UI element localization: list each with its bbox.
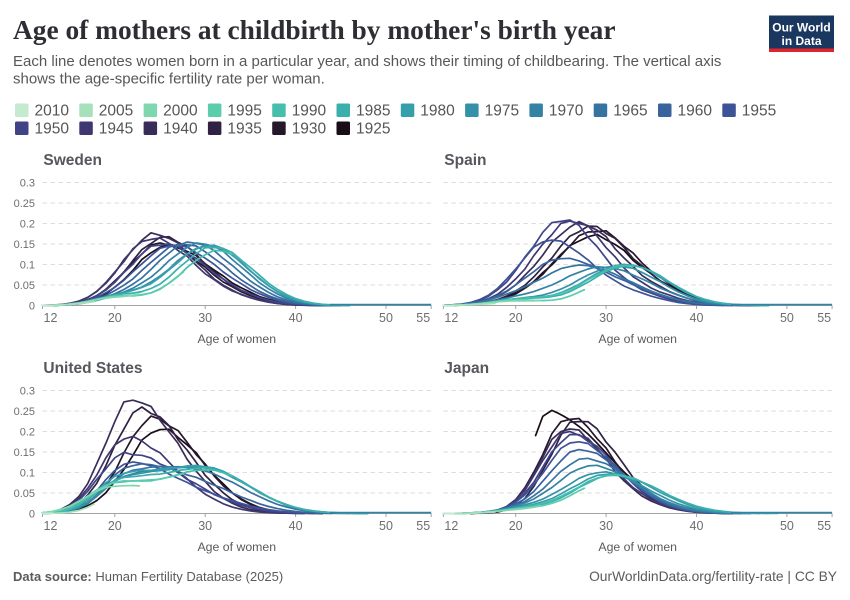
svg-text:Age of mothers at childbirth b: Age of mothers at childbirth by mother's… xyxy=(13,15,616,45)
svg-text:Each line denotes women born i: Each line denotes women born in a partic… xyxy=(13,53,721,70)
svg-text:0.05: 0.05 xyxy=(14,280,35,292)
svg-text:55: 55 xyxy=(416,519,430,533)
svg-text:1945: 1945 xyxy=(99,121,133,138)
svg-text:30: 30 xyxy=(198,311,212,325)
svg-text:50: 50 xyxy=(780,519,794,533)
svg-text:20: 20 xyxy=(509,519,523,533)
svg-text:0.1: 0.1 xyxy=(20,467,35,479)
svg-text:2000: 2000 xyxy=(163,103,198,120)
svg-text:Age of women: Age of women xyxy=(197,332,276,346)
svg-text:0.1: 0.1 xyxy=(20,259,35,271)
svg-text:40: 40 xyxy=(690,519,704,533)
svg-text:1975: 1975 xyxy=(485,103,519,120)
svg-text:1930: 1930 xyxy=(292,121,327,138)
svg-text:OurWorldinData.org/fertility-r: OurWorldinData.org/fertility-rate | CC B… xyxy=(589,569,837,584)
svg-text:1970: 1970 xyxy=(549,103,584,120)
svg-text:30: 30 xyxy=(198,519,212,533)
svg-text:1955: 1955 xyxy=(742,103,776,120)
svg-text:12: 12 xyxy=(44,311,58,325)
svg-text:Data source: Human Fertility D: Data source: Human Fertility Database (2… xyxy=(13,569,283,584)
svg-text:0.3: 0.3 xyxy=(20,385,35,397)
svg-text:0.25: 0.25 xyxy=(14,198,35,210)
svg-text:Japan: Japan xyxy=(444,360,489,377)
svg-text:0.2: 0.2 xyxy=(20,218,35,230)
svg-text:United States: United States xyxy=(43,360,142,377)
svg-text:0.2: 0.2 xyxy=(20,426,35,438)
svg-text:1965: 1965 xyxy=(613,103,647,120)
svg-text:0.15: 0.15 xyxy=(14,447,35,459)
svg-text:40: 40 xyxy=(289,311,303,325)
svg-text:55: 55 xyxy=(416,311,430,325)
svg-text:1960: 1960 xyxy=(678,103,713,120)
svg-text:1980: 1980 xyxy=(420,103,455,120)
svg-text:Sweden: Sweden xyxy=(43,152,102,169)
svg-text:0: 0 xyxy=(29,300,35,312)
svg-text:20: 20 xyxy=(108,519,122,533)
svg-text:12: 12 xyxy=(444,311,458,325)
svg-text:2010: 2010 xyxy=(35,103,70,120)
svg-text:0.25: 0.25 xyxy=(14,406,35,418)
svg-text:2005: 2005 xyxy=(99,103,133,120)
svg-text:40: 40 xyxy=(289,519,303,533)
svg-text:0.15: 0.15 xyxy=(14,239,35,251)
svg-text:20: 20 xyxy=(108,311,122,325)
svg-text:1940: 1940 xyxy=(163,121,198,138)
svg-text:50: 50 xyxy=(780,311,794,325)
svg-text:1990: 1990 xyxy=(292,103,327,120)
svg-text:Age of women: Age of women xyxy=(197,540,276,554)
svg-text:0.3: 0.3 xyxy=(20,177,35,189)
svg-text:55: 55 xyxy=(817,519,831,533)
svg-text:30: 30 xyxy=(599,311,613,325)
svg-text:12: 12 xyxy=(444,519,458,533)
svg-text:12: 12 xyxy=(44,519,58,533)
svg-text:20: 20 xyxy=(509,311,523,325)
svg-text:55: 55 xyxy=(817,311,831,325)
svg-text:1925: 1925 xyxy=(356,121,390,138)
svg-text:1950: 1950 xyxy=(35,121,70,138)
svg-text:1995: 1995 xyxy=(227,103,261,120)
svg-text:Age of women: Age of women xyxy=(598,540,677,554)
svg-text:40: 40 xyxy=(690,311,704,325)
svg-text:1985: 1985 xyxy=(356,103,390,120)
svg-text:Spain: Spain xyxy=(444,152,486,169)
svg-text:Age of women: Age of women xyxy=(598,332,677,346)
svg-text:0.05: 0.05 xyxy=(14,488,35,500)
svg-text:1935: 1935 xyxy=(227,121,261,138)
svg-text:Our World: Our World xyxy=(772,21,830,35)
svg-text:50: 50 xyxy=(379,311,393,325)
svg-text:0: 0 xyxy=(29,508,35,520)
svg-text:shows the age-specific fertili: shows the age-specific fertility rate pe… xyxy=(13,71,325,88)
svg-text:30: 30 xyxy=(599,519,613,533)
svg-text:50: 50 xyxy=(379,519,393,533)
svg-text:in Data: in Data xyxy=(781,34,821,48)
